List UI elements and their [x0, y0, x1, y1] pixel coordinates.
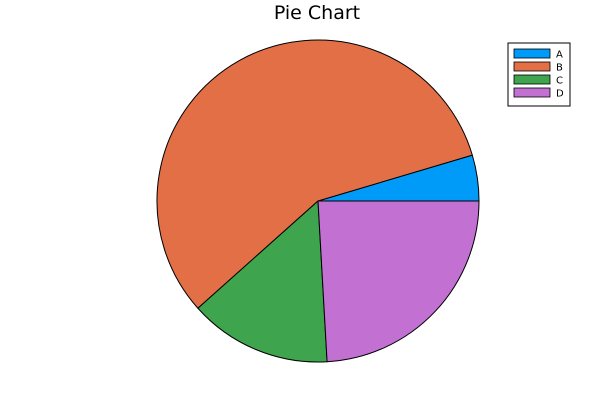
legend-label-c: C: [556, 76, 563, 87]
pie-slice-d: [317, 200, 480, 363]
legend-swatch-c: [513, 74, 551, 85]
legend-label-d: D: [556, 89, 564, 100]
pie-slice-b: [156, 39, 473, 309]
legend-swatch-a: [513, 48, 551, 59]
legend-label-a: A: [556, 50, 563, 61]
legend-label-b: B: [556, 63, 563, 74]
chart-title: Pie Chart: [274, 2, 360, 24]
pie-slices: [156, 39, 480, 363]
pie-slice-c: [197, 200, 328, 363]
legend-swatch-b: [513, 61, 551, 72]
legend-swatch-d: [513, 87, 551, 98]
